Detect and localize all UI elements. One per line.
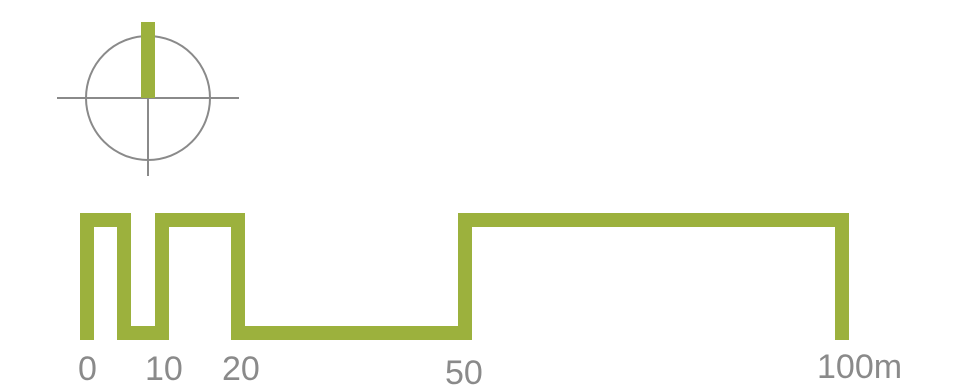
tick-label-0: 0: [78, 350, 97, 388]
tick-label-50: 50: [445, 354, 483, 392]
north-needle: [141, 22, 155, 98]
tick-label-20: 20: [222, 350, 260, 388]
scale-bar-line: [80, 213, 849, 340]
tick-label-10: 10: [145, 350, 183, 388]
scale-bar: [80, 213, 849, 340]
north-arrow-icon: [57, 22, 239, 176]
scale-bar-labels: 0 10 20 50 100m: [78, 348, 902, 392]
tick-label-100m: 100m: [817, 348, 902, 386]
